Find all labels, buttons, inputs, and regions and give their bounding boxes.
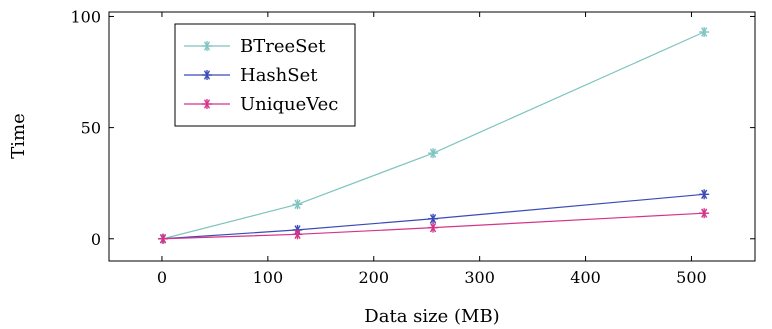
legend-entry: UniqueVec: [184, 94, 338, 115]
legend-marker: [202, 41, 212, 51]
series-line: [162, 31, 705, 240]
legend-marker: [202, 99, 212, 109]
x-tick-label: 500: [676, 268, 707, 287]
legend-label: BTreeSet: [240, 36, 326, 57]
data-point: [158, 233, 169, 244]
series-line: [162, 193, 705, 240]
data-point: [428, 148, 439, 159]
x-tick-label: 300: [464, 268, 495, 287]
y-tick-label: 100: [70, 7, 101, 26]
plot-frame: [108, 11, 756, 262]
series-layer: [158, 27, 710, 244]
data-point: [292, 229, 303, 240]
legend-label: HashSet: [240, 65, 318, 86]
y-axis-title: Time: [8, 113, 29, 158]
series-hashset: [158, 189, 710, 244]
data-point: [699, 208, 710, 219]
data-point: [699, 189, 710, 200]
legend: BTreeSet HashSet UniqueVec: [174, 23, 356, 127]
x-tick-label: 0: [157, 268, 167, 287]
legend-entry: BTreeSet: [184, 36, 326, 57]
x-axis-title: Data size (MB): [364, 306, 499, 327]
series-line: [162, 212, 705, 240]
x-tick-label: 100: [253, 268, 284, 287]
legend-label: UniqueVec: [240, 94, 338, 115]
data-point: [292, 199, 303, 210]
data-point: [428, 222, 439, 233]
series-uniquevec: [158, 208, 710, 244]
y-tick-label: 0: [91, 230, 101, 249]
data-point: [428, 213, 439, 224]
y-tick-label: 50: [81, 119, 101, 138]
x-tick-label: 200: [358, 268, 389, 287]
legend-marker: [202, 70, 212, 80]
axis-ticks: 0 100 200 300 400 500 0 50 100: [70, 7, 755, 287]
x-tick-label: 400: [570, 268, 601, 287]
legend-entry: HashSet: [184, 65, 318, 86]
data-point: [699, 27, 710, 38]
